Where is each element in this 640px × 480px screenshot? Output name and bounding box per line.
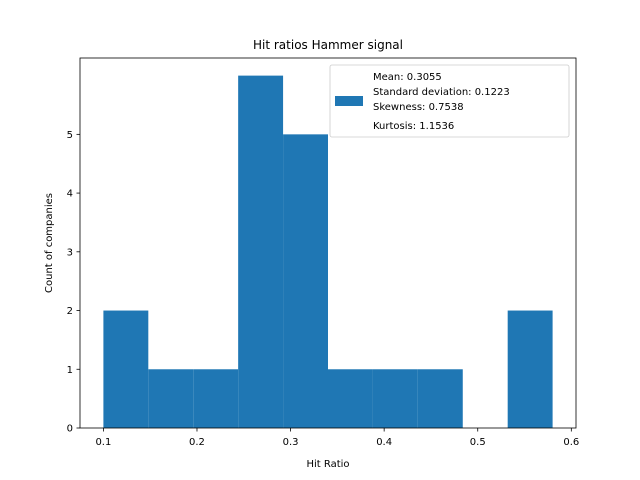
x-axis-title: Hit Ratio <box>306 459 349 470</box>
histogram-bar <box>193 369 239 428</box>
x-axis-ticks: 0.1 0.2 0.3 0.4 0.5 0.6 <box>95 428 579 448</box>
histogram-bar <box>103 310 149 428</box>
x-tick-label: 0.5 <box>470 437 486 448</box>
histogram-bar <box>507 310 553 428</box>
y-tick-label: 1 <box>67 365 73 376</box>
legend: Mean: 0.3055 Standard deviation: 0.1223 … <box>329 64 570 138</box>
y-tick-label: 2 <box>67 306 73 317</box>
histogram-bar <box>417 369 463 428</box>
legend-line-mean: Mean: 0.3055 <box>373 72 442 83</box>
y-tick-label: 0 <box>67 424 73 435</box>
x-tick-label: 0.2 <box>189 437 205 448</box>
x-tick-label: 0.3 <box>283 437 299 448</box>
legend-swatch <box>335 96 363 106</box>
y-tick-label: 3 <box>67 247 73 258</box>
x-tick-label: 0.6 <box>563 437 579 448</box>
y-tick-label: 4 <box>67 189 73 200</box>
legend-box <box>329 64 570 138</box>
legend-line-std: Standard deviation: 0.1223 <box>373 87 510 98</box>
bars-group <box>103 75 553 428</box>
histogram-bar <box>238 75 284 428</box>
histogram-bar <box>328 369 373 428</box>
y-axis-ticks: 0 1 2 3 4 5 <box>67 130 80 435</box>
y-axis-title: Count of companies <box>44 193 55 293</box>
y-tick-label: 5 <box>67 130 73 141</box>
legend-line-kurtosis: Kurtosis: 1.1536 <box>373 121 454 132</box>
x-tick-label: 0.4 <box>376 437 392 448</box>
histogram-bar <box>148 369 194 428</box>
x-tick-label: 0.1 <box>95 437 111 448</box>
histogram-bar <box>372 369 418 428</box>
histogram-bar <box>283 134 328 428</box>
plot-frame <box>79 57 577 429</box>
chart-title: Hit ratios Hammer signal <box>253 38 403 52</box>
legend-line-skewness: Skewness: 0.7538 <box>373 102 464 113</box>
